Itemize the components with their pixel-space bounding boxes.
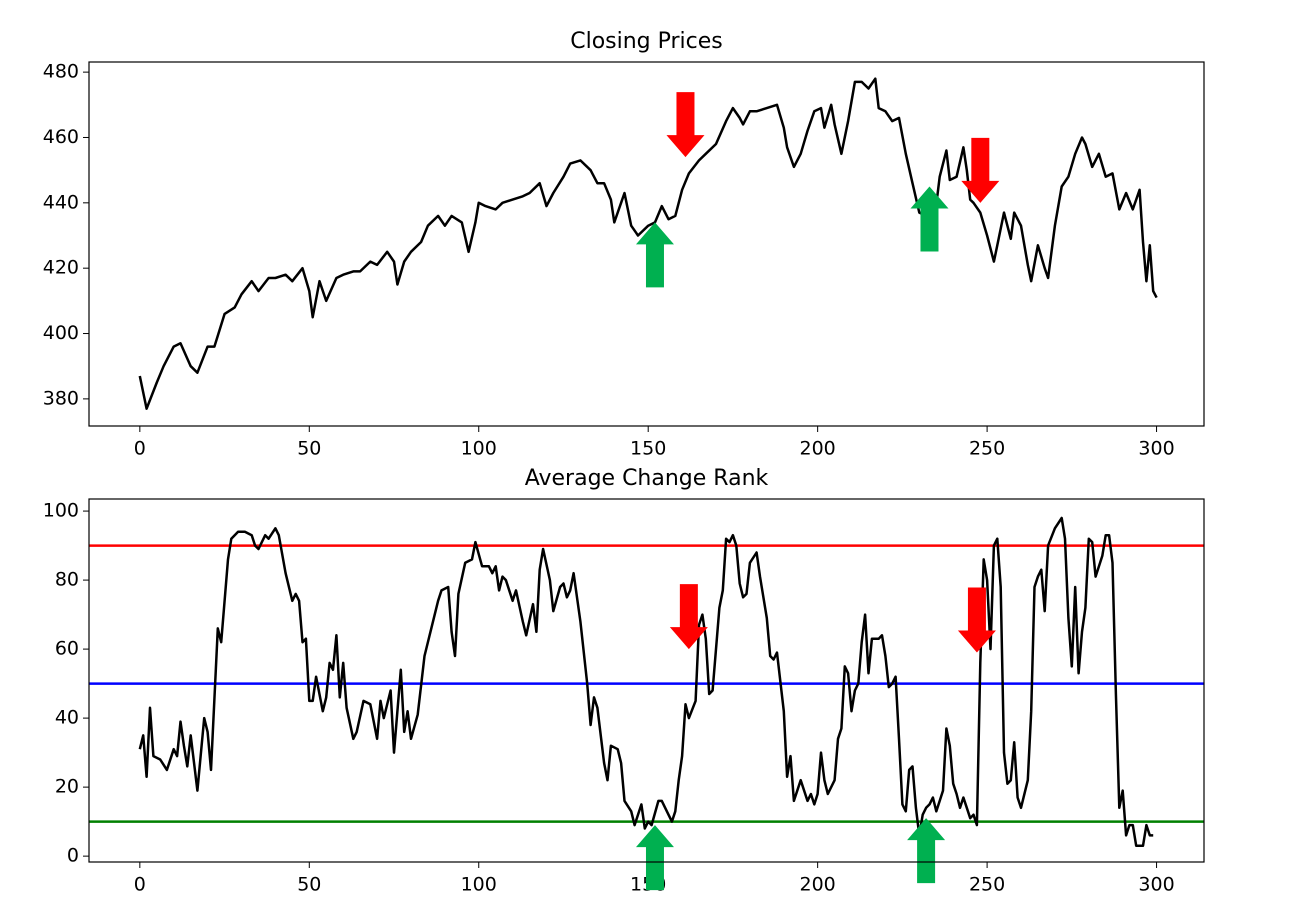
- x-tick-label: 50: [297, 438, 321, 460]
- x-tick-label: 200: [800, 438, 836, 460]
- data-line: [138, 77, 1158, 410]
- x-tick-label: 300: [1138, 874, 1174, 896]
- x-tick-label: 0: [134, 438, 146, 460]
- y-tick-label: 440: [43, 191, 79, 213]
- x-tick-label: 250: [969, 874, 1005, 896]
- signal-arrow: [961, 137, 1000, 203]
- y-tick-label: 40: [55, 707, 79, 729]
- signal-arrow: [635, 222, 674, 288]
- y-tick-label: 460: [43, 126, 79, 148]
- y-tick-label: 400: [43, 322, 79, 344]
- y-tick-label: 0: [67, 845, 79, 867]
- signal-arrow: [635, 825, 674, 891]
- x-tick-label: 100: [461, 874, 497, 896]
- chart-title: Closing Prices: [570, 29, 723, 54]
- x-tick-label: 50: [297, 874, 321, 896]
- signal-arrow: [907, 818, 946, 884]
- y-tick-label: 380: [43, 387, 79, 409]
- axes-frame: [88, 61, 1205, 427]
- y-tick-label: 100: [43, 500, 79, 522]
- x-tick-label: 150: [630, 438, 666, 460]
- signal-arrow: [910, 186, 949, 252]
- y-tick-label: 420: [43, 257, 79, 279]
- y-tick-label: 80: [55, 569, 79, 591]
- signal-arrow: [669, 584, 708, 650]
- signal-arrow: [957, 587, 996, 653]
- y-tick-label: 20: [55, 776, 79, 798]
- x-tick-label: 0: [134, 874, 146, 896]
- y-tick-label: 480: [43, 61, 79, 83]
- x-tick-label: 250: [969, 438, 1005, 460]
- x-tick-label: 200: [800, 874, 836, 896]
- chart-title: Average Change Rank: [525, 466, 769, 491]
- y-tick-label: 60: [55, 638, 79, 660]
- x-tick-label: 300: [1138, 438, 1174, 460]
- x-tick-label: 100: [461, 438, 497, 460]
- axes-frame: [88, 498, 1205, 863]
- signal-arrow: [666, 92, 705, 158]
- data-line: [138, 516, 1154, 848]
